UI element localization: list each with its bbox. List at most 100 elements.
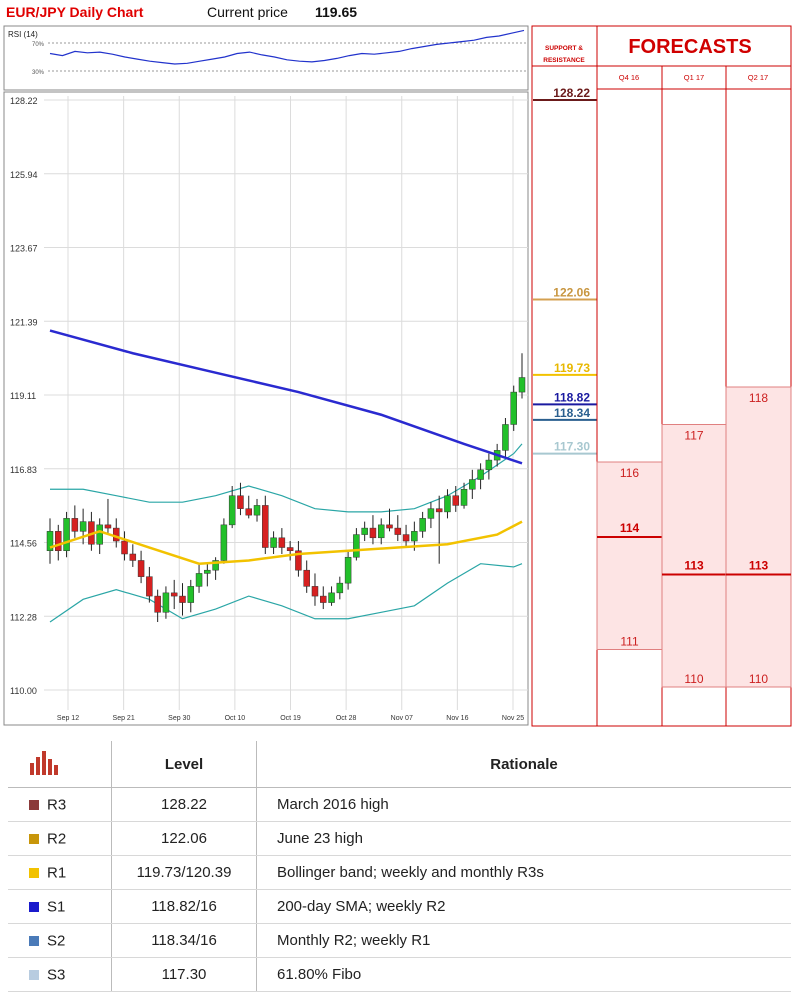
- rationale-table: Level Rationale R3 128.22 March 2016 high R…: [8, 741, 791, 992]
- candle-body: [377, 524, 385, 539]
- candle-body: [79, 521, 87, 532]
- forecast-period-q4-16: Q4 16: [619, 73, 639, 82]
- x-tick-label: Sep 21: [113, 715, 135, 722]
- level-color-swatch: [29, 867, 39, 878]
- candle-body: [502, 424, 509, 451]
- candle-body: [320, 595, 327, 603]
- y-tick-label: 125.94: [10, 170, 38, 180]
- level-color-swatch: [29, 833, 39, 844]
- candle-body: [435, 508, 443, 513]
- level-value: 128.22: [111, 787, 257, 822]
- candle-body: [96, 524, 103, 545]
- candle-body: [55, 531, 62, 552]
- level-value: 118.34/16: [111, 923, 257, 958]
- rationale-header: Rationale: [256, 741, 791, 788]
- x-tick-label: Oct 28: [336, 715, 357, 722]
- chart-title: EUR/JPY Daily Chart: [6, 4, 144, 20]
- candle-body: [212, 560, 219, 571]
- candle-body: [286, 547, 294, 552]
- candle-body: [510, 391, 517, 425]
- level-color-swatch: [29, 799, 39, 810]
- level-rationale: 200-day SMA; weekly R2: [256, 889, 791, 924]
- forecast-range-box: [596, 461, 663, 650]
- candle-body: [270, 537, 277, 548]
- level-value: 122.06: [111, 821, 257, 856]
- candle-body: [361, 527, 368, 535]
- candle-body: [204, 569, 211, 574]
- candle-body: [121, 540, 128, 555]
- candle-body: [170, 592, 178, 597]
- current-price-label: Current price: [207, 4, 288, 20]
- level-code: S1: [47, 898, 66, 916]
- candle-body: [444, 495, 451, 513]
- level-rationale: Bollinger band; weekly and monthly R3s: [256, 855, 791, 890]
- level-header: Level: [111, 741, 257, 788]
- candle-body: [162, 592, 170, 613]
- y-tick-label: 128.22: [10, 96, 38, 106]
- level-color-swatch: [29, 935, 39, 946]
- y-tick-label: 123.67: [10, 244, 38, 254]
- rsi-level-70: 70%: [32, 42, 45, 48]
- candle-body: [253, 505, 261, 516]
- table-row: S2 118.34/16 Monthly R2; weekly R1: [8, 923, 791, 958]
- x-tick-label: Nov 25: [502, 715, 524, 722]
- level-rationale: 61.80% Fibo: [256, 957, 791, 992]
- candle-body: [146, 576, 153, 597]
- table-row: S3 117.30 61.80% Fibo: [8, 957, 791, 992]
- level-code-cell: S1: [8, 889, 112, 924]
- candle-body: [353, 534, 360, 558]
- forecast-mid-label: 113: [749, 559, 769, 573]
- table-body: R3 128.22 March 2016 high R2 122.06 June 23 h…: [8, 787, 791, 992]
- x-tick-label: Sep 30: [168, 715, 190, 722]
- forecast-low-label: 110: [749, 672, 768, 686]
- candle-body: [328, 592, 335, 603]
- chart-canvas: EUR/JPY Daily Chart Current price 119.65…: [3, 4, 792, 727]
- x-tick-label: Nov 16: [446, 715, 468, 722]
- candle-body: [460, 488, 468, 506]
- moving-averages: [49, 329, 523, 565]
- level-code-cell: R2: [8, 821, 112, 856]
- y-tick-label: 110.00: [10, 686, 37, 696]
- forecast-period-q1-17: Q1 17: [684, 73, 704, 82]
- candle-body: [104, 524, 112, 529]
- candle-body: [394, 527, 402, 535]
- x-tick-label: Sep 12: [57, 715, 79, 722]
- candle-body: [485, 459, 493, 471]
- forecast-mid-label: 114: [620, 521, 640, 535]
- y-tick-label: 121.39: [10, 317, 38, 327]
- rsi-level-30: 30%: [32, 70, 45, 76]
- candle-body: [187, 586, 195, 603]
- forecasts-title: FORECASTS: [628, 36, 751, 58]
- bollinger-lower-line: [49, 563, 523, 623]
- candle-body: [311, 586, 319, 597]
- candle-body: [419, 518, 426, 532]
- level-code-cell: R3: [8, 787, 112, 822]
- sr-level-label: 118.34: [554, 406, 590, 420]
- sma-short-line: [49, 520, 523, 565]
- y-tick-label: 116.83: [10, 465, 37, 475]
- candle-body: [518, 377, 526, 393]
- level-code-cell: R1: [8, 855, 112, 890]
- y-axis-ticks: 128.22 125.94 123.67 121.39 119.11 116.83 114.…: [10, 96, 38, 696]
- plot-area: [3, 91, 529, 726]
- table-row: R2 122.06 June 23 high: [8, 821, 791, 856]
- level-color-swatch: [29, 901, 39, 912]
- candle-body: [469, 479, 476, 490]
- current-price-value: 119.65: [315, 4, 357, 20]
- level-code: S3: [47, 966, 66, 984]
- sr-level-label: 117.30: [554, 440, 590, 454]
- candle-body: [411, 531, 418, 542]
- y-tick-label: 119.11: [10, 391, 36, 401]
- candle-body: [137, 560, 145, 577]
- sr-column: [531, 25, 598, 727]
- level-code-cell: S3: [8, 957, 112, 992]
- candle-body: [477, 469, 484, 480]
- forecast-mid-label: 113: [684, 559, 704, 573]
- candle-body: [195, 573, 203, 587]
- sr-level-label: 122.06: [553, 285, 590, 299]
- sr-level-label: 128.22: [553, 86, 590, 100]
- level-code: R2: [47, 830, 67, 848]
- level-code-cell: S2: [8, 923, 112, 958]
- candle-body: [344, 556, 352, 584]
- candle-body: [452, 495, 460, 506]
